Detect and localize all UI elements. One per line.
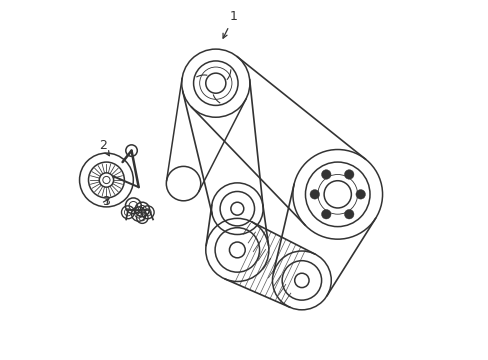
Circle shape — [355, 190, 365, 199]
Circle shape — [321, 170, 330, 179]
Circle shape — [309, 190, 319, 199]
Text: 1: 1 — [223, 10, 237, 38]
Circle shape — [321, 210, 330, 219]
Circle shape — [344, 210, 353, 219]
Text: 3: 3 — [102, 195, 110, 208]
Circle shape — [344, 170, 353, 179]
Text: 2: 2 — [99, 139, 109, 156]
